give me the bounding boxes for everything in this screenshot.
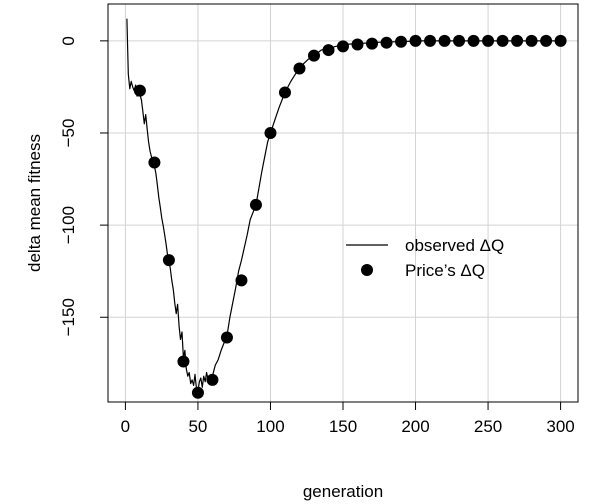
y-tick-label: 0 (59, 36, 78, 45)
legend: observed ΔQ Price’s ΔQ (346, 236, 504, 280)
price-point (293, 62, 306, 75)
price-point (206, 373, 219, 386)
x-tick-label: 50 (188, 417, 207, 436)
y-axis-label: delta mean fitness (25, 134, 44, 272)
x-tick-label: 150 (329, 417, 357, 436)
grid (108, 4, 578, 402)
x-tick-label: 0 (121, 417, 130, 436)
price-point (220, 331, 233, 344)
price-point (496, 34, 509, 47)
price-point (525, 34, 538, 47)
price-point (337, 40, 349, 53)
price-point (424, 34, 437, 47)
price-point (540, 34, 553, 47)
price-point (249, 198, 262, 211)
legend-point-swatch (361, 264, 373, 276)
observed-series (126, 18, 561, 392)
legend-label-price: Price’s ΔQ (405, 261, 485, 280)
y-axis: 0 −50 −100 −150 (59, 36, 109, 336)
price-point (133, 84, 146, 97)
price-point (264, 126, 277, 139)
y-tick-label: −100 (59, 206, 78, 244)
price-point (307, 49, 320, 62)
legend-label-observed: observed ΔQ (405, 236, 504, 255)
price-point (438, 34, 451, 47)
price-series (133, 34, 567, 399)
x-axis: 0 50 100 150 200 250 300 (121, 401, 575, 436)
price-point (511, 34, 524, 47)
x-tick-label: 200 (401, 417, 429, 436)
price-point (191, 386, 204, 399)
x-tick-label: 300 (546, 417, 574, 436)
x-axis-label: generation (303, 482, 383, 501)
price-point (409, 34, 422, 47)
price-point (235, 274, 248, 287)
price-point (278, 86, 291, 99)
y-tick-label: −50 (59, 119, 78, 148)
price-point (351, 38, 364, 51)
price-point (366, 37, 379, 50)
price-point (395, 35, 408, 48)
price-point (322, 44, 335, 57)
price-point (177, 355, 190, 368)
price-point (554, 34, 567, 47)
price-point (482, 34, 495, 47)
y-tick-label: −150 (59, 298, 78, 336)
price-point (453, 34, 466, 47)
x-tick-label: 100 (256, 417, 284, 436)
price-point (380, 36, 393, 49)
observed-line (126, 18, 561, 392)
price-point (162, 254, 175, 267)
x-tick-label: 250 (474, 417, 502, 436)
price-point (148, 156, 161, 169)
price-point (467, 34, 480, 47)
